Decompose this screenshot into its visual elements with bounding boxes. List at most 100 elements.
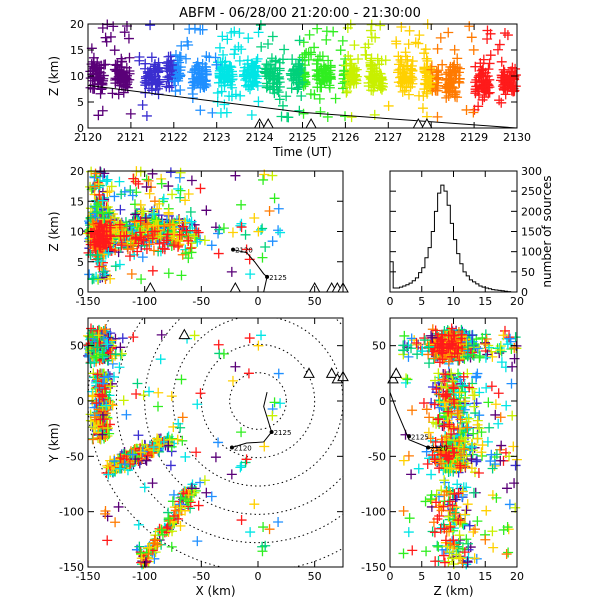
source-mark	[147, 168, 158, 179]
source-mark	[213, 437, 224, 448]
source-mark	[195, 183, 206, 194]
source-mark	[264, 524, 275, 535]
source-mark	[484, 87, 495, 98]
source-mark	[222, 74, 233, 85]
source-mark	[88, 56, 99, 67]
source-mark	[100, 32, 111, 43]
source-mark	[86, 43, 97, 54]
y-tick-label: 10	[70, 226, 84, 239]
track-label: 2125	[411, 433, 429, 441]
source-mark	[192, 536, 203, 547]
source-mark	[140, 73, 151, 84]
track-label: 2120	[430, 444, 448, 452]
source-mark	[265, 59, 276, 70]
source-mark	[153, 387, 164, 398]
source-mark	[118, 67, 129, 78]
source-mark	[170, 49, 181, 60]
source-mark	[296, 91, 307, 102]
source-mark	[85, 66, 96, 77]
track-line	[231, 392, 273, 448]
source-mark	[162, 74, 173, 85]
source-mark	[483, 397, 494, 408]
source-mark	[448, 61, 459, 72]
source-mark	[298, 37, 309, 48]
source-mark	[174, 172, 185, 183]
source-mark	[155, 354, 166, 365]
source-mark	[419, 48, 430, 59]
source-mark	[369, 79, 380, 90]
source-mark	[95, 241, 106, 252]
source-mark	[396, 56, 407, 67]
y-tick-label: 200	[521, 205, 542, 218]
source-mark	[180, 53, 191, 64]
source-mark	[370, 32, 381, 43]
source-mark	[207, 107, 218, 118]
source-mark	[275, 227, 286, 238]
source-mark	[201, 51, 212, 62]
source-mark	[125, 240, 136, 251]
source-mark	[261, 78, 272, 89]
source-mark	[167, 59, 178, 70]
x-tick-label: 10	[447, 295, 461, 308]
source-mark	[243, 368, 254, 379]
source-mark	[466, 32, 477, 43]
source-mark	[267, 236, 278, 247]
source-mark	[165, 460, 176, 471]
source-mark	[159, 221, 170, 232]
source-mark	[269, 397, 280, 408]
figure-title: ABFM - 06/28/00 21:20:00 - 21:30:00	[179, 6, 421, 21]
source-mark	[147, 478, 158, 489]
station-triangle	[390, 367, 403, 378]
source-mark	[462, 499, 473, 510]
source-mark	[143, 83, 154, 94]
source-mark	[403, 527, 414, 538]
y-tick-label: -100	[59, 506, 84, 519]
source-mark	[375, 20, 386, 31]
x-tick-label: 50	[308, 570, 322, 583]
source-mark	[181, 225, 192, 236]
source-mark	[276, 111, 287, 122]
source-mark	[273, 73, 284, 84]
source-mark	[483, 88, 494, 99]
source-mark	[153, 224, 164, 235]
source-mark	[422, 459, 433, 470]
source-mark	[136, 274, 147, 285]
source-mark	[403, 39, 414, 50]
source-mark	[403, 450, 414, 461]
source-mark	[97, 105, 108, 116]
source-mark	[510, 63, 521, 74]
source-mark	[383, 100, 394, 111]
source-mark	[360, 49, 371, 60]
track-label: 2120	[235, 247, 253, 255]
source-mark	[493, 388, 504, 399]
source-mark	[146, 52, 157, 63]
source-mark	[427, 526, 438, 537]
source-mark	[319, 75, 330, 86]
source-mark	[470, 61, 481, 72]
source-mark	[102, 535, 113, 546]
y-tick-label: -150	[59, 561, 84, 574]
source-mark	[197, 58, 208, 69]
source-mark	[135, 227, 146, 238]
source-mark	[275, 398, 286, 409]
source-mark	[398, 455, 409, 466]
source-mark	[185, 243, 196, 254]
source-mark	[174, 229, 185, 240]
source-mark	[253, 340, 264, 351]
source-mark	[249, 212, 260, 223]
source-mark	[502, 483, 513, 494]
source-mark	[443, 27, 454, 38]
source-mark	[195, 477, 206, 488]
source-mark	[283, 112, 294, 123]
source-mark	[132, 246, 143, 257]
source-mark	[305, 47, 316, 58]
source-mark	[214, 42, 225, 53]
source-mark	[481, 76, 492, 87]
source-mark	[183, 40, 194, 51]
source-mark	[403, 351, 414, 362]
source-mark	[191, 225, 202, 236]
source-mark	[206, 240, 217, 251]
source-mark	[292, 68, 303, 79]
x-tick-label: 5	[418, 295, 425, 308]
